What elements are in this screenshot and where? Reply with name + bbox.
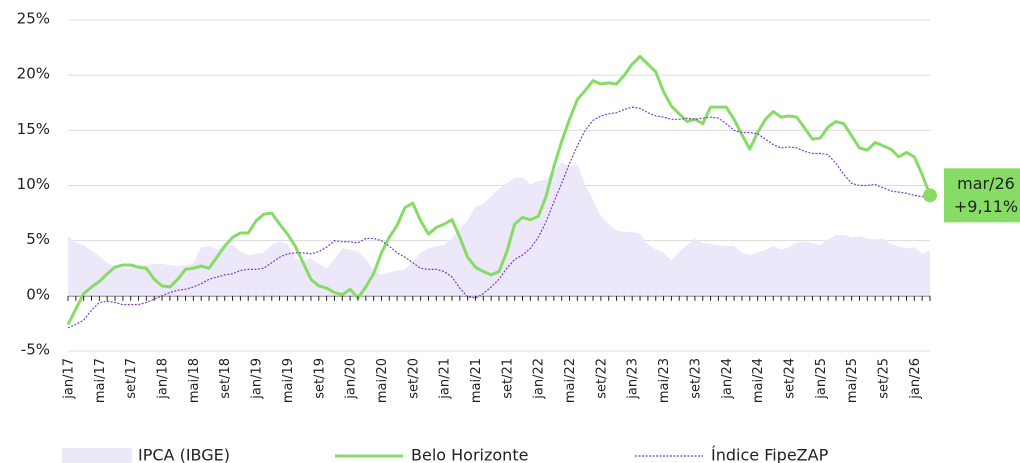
x-tick-label: mai/18 [187,358,202,403]
x-tick-label: jan/21 [438,358,453,400]
end-label-value: +9,11% [954,197,1018,216]
end-point [923,188,937,203]
x-tick-label: mai/24 [751,358,766,403]
x-tick-label: set/25 [876,358,891,399]
x-tick-label: set/19 [312,358,327,399]
legend-label: IPCA (IBGE) [138,446,230,463]
legend-swatch [62,448,132,463]
legend-label: Belo Horizonte [411,446,528,463]
y-tick-label: 10% [17,175,50,193]
x-tick-label: set/24 [782,358,797,399]
x-tick-label: jan/19 [250,358,265,400]
y-tick-label: 0% [26,285,50,303]
x-tick-label: mai/23 [657,358,672,403]
x-tick-label: mai/21 [469,358,484,403]
x-tick-label: mai/19 [281,358,296,403]
x-tick-label: jan/20 [344,358,359,400]
y-tick-label: -5% [21,341,50,359]
legend-label: Índice FipeZAP [711,446,829,463]
x-tick-label: jan/23 [626,358,641,400]
end-label-box [944,168,1020,223]
line [67,106,931,329]
x-tick-label: jan/25 [814,358,829,400]
x-tick-label: jan/24 [720,358,735,400]
x-tick-label: jan/26 [908,358,923,400]
end-label-category: mar/26 [957,174,1015,193]
x-tick-label: jan/22 [532,358,547,400]
y-tick-label: 15% [17,120,50,138]
x-tick-label: jan/18 [156,358,171,400]
x-tick-label: set/20 [406,358,421,399]
x-tick-label: jan/17 [62,358,77,400]
x-tick-label: mai/25 [845,358,860,403]
area [68,162,930,296]
x-tick-label: mai/20 [375,358,390,403]
y-tick-label: 20% [17,65,50,83]
x-tick-label: mai/22 [563,358,578,403]
x-tick-label: set/17 [124,358,139,399]
x-tick-label: set/22 [594,358,609,399]
x-tick-label: mai/17 [93,358,108,403]
x-tick-label: set/21 [500,358,515,399]
y-tick-label: 5% [26,230,50,248]
y-tick-label: 25% [17,10,50,28]
x-tick-label: set/18 [218,358,233,399]
x-tick-label: set/23 [688,358,703,399]
line [66,54,932,326]
